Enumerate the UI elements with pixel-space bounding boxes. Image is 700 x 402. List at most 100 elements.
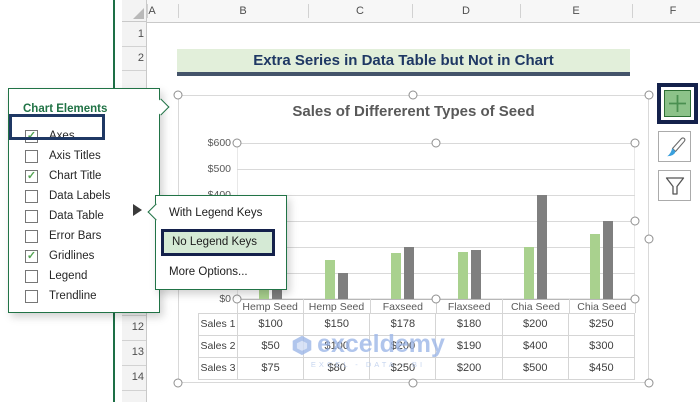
submenu-item-with-legend-keys[interactable]: With Legend Keys bbox=[169, 207, 263, 219]
submenu-item-more-options-[interactable]: More Options... bbox=[169, 266, 248, 278]
checkbox-data-table[interactable] bbox=[25, 210, 38, 223]
row-header-1[interactable]: 1 bbox=[137, 28, 144, 40]
checkbox-axis-titles[interactable] bbox=[25, 150, 38, 163]
column-header-A[interactable]: A bbox=[148, 5, 156, 17]
table-cell: $400 bbox=[502, 336, 569, 358]
chart-element-label: Error Bars bbox=[49, 229, 102, 242]
category-label: Flaxseed bbox=[447, 301, 491, 313]
column-separator bbox=[308, 4, 309, 18]
submenu-item-no-legend-keys[interactable]: No Legend Keys bbox=[161, 229, 275, 256]
table-cell: $75 bbox=[238, 358, 305, 380]
chart-element-label: Data Table bbox=[49, 209, 104, 222]
gridline bbox=[237, 247, 635, 248]
chart-styles-button[interactable] bbox=[658, 131, 691, 162]
bar-sales1-6 bbox=[590, 234, 601, 299]
row-header-12[interactable]: 12 bbox=[131, 321, 144, 333]
row-header-13[interactable]: 13 bbox=[131, 346, 144, 358]
table-cell: $180 bbox=[436, 314, 503, 336]
column-separator bbox=[520, 4, 521, 18]
column-header-C[interactable]: C bbox=[356, 5, 364, 17]
table-cell: $100 bbox=[304, 336, 371, 358]
worksheet-title-banner[interactable]: Extra Series in Data Table but Not in Ch… bbox=[177, 49, 630, 76]
selection-handle[interactable] bbox=[644, 234, 654, 244]
selection-handle[interactable] bbox=[173, 90, 183, 100]
checkbox-error-bars[interactable] bbox=[25, 230, 38, 243]
category-label: Chia Seed bbox=[577, 301, 627, 313]
chart-element-label: Axis Titles bbox=[49, 149, 101, 162]
column-header-D[interactable]: D bbox=[462, 5, 470, 17]
chart-title[interactable]: Sales of Differerent Types of Seed bbox=[292, 103, 535, 120]
selection-handle[interactable] bbox=[232, 294, 242, 304]
chart-element-item-trendline[interactable]: Trendline bbox=[9, 287, 159, 307]
table-cell: $190 bbox=[436, 336, 503, 358]
chart-element-label: Trendline bbox=[49, 289, 97, 302]
bar-sales1-4 bbox=[457, 252, 468, 299]
chart-filters-button[interactable] bbox=[658, 170, 691, 201]
table-cell: $150 bbox=[304, 314, 371, 336]
selection-handle[interactable] bbox=[630, 216, 640, 226]
row-separator bbox=[122, 340, 146, 341]
column-header-E[interactable]: E bbox=[572, 5, 580, 17]
chart-element-item-gridlines[interactable]: ✓ Gridlines bbox=[9, 247, 159, 267]
column-header-F[interactable]: F bbox=[669, 5, 677, 17]
select-all-triangle-icon bbox=[133, 8, 144, 19]
table-cell: $178 bbox=[370, 314, 437, 336]
checkbox-chart-title[interactable]: ✓ bbox=[25, 170, 38, 183]
checkbox-gridlines[interactable]: ✓ bbox=[25, 250, 38, 263]
selection-handle[interactable] bbox=[644, 378, 654, 388]
table-cell: $200 bbox=[370, 336, 437, 358]
chart-element-item-axis-titles[interactable]: Axis Titles bbox=[9, 147, 159, 167]
checkbox-trendline[interactable] bbox=[25, 290, 38, 303]
chart-element-item-data-labels[interactable]: Data Labels bbox=[9, 187, 159, 207]
chart-element-item-legend[interactable]: Legend bbox=[9, 267, 159, 287]
category-tick bbox=[635, 299, 636, 313]
chart-element-label: Chart Title bbox=[49, 169, 102, 182]
table-row-label: Sales 1 bbox=[199, 314, 238, 336]
select-all-corner[interactable] bbox=[122, 0, 147, 22]
category-label: Hemp Seed bbox=[308, 301, 365, 313]
selection-handle[interactable] bbox=[630, 294, 640, 304]
chart-element-item-chart-title[interactable]: ✓ Chart Title bbox=[9, 167, 159, 187]
chart-element-label: Data Labels bbox=[49, 189, 111, 202]
row-header-14[interactable]: 14 bbox=[131, 371, 144, 383]
selection-handle[interactable] bbox=[173, 378, 183, 388]
checkbox-data-labels[interactable] bbox=[25, 190, 38, 203]
bar-sales2-2 bbox=[338, 273, 348, 299]
category-label: Faxseed bbox=[382, 301, 423, 313]
y-axis-label: $500 bbox=[207, 163, 231, 175]
selection-handle[interactable] bbox=[644, 90, 654, 100]
y-axis-label: $600 bbox=[207, 137, 231, 149]
selection-handle[interactable] bbox=[630, 138, 640, 148]
y-axis-label: $0 bbox=[219, 293, 231, 305]
category-label: Hemp Seed bbox=[242, 301, 298, 313]
column-headers[interactable]: A B C D E F bbox=[122, 0, 700, 23]
table-cell: $450 bbox=[568, 358, 635, 380]
row-header-2[interactable]: 2 bbox=[137, 52, 144, 64]
selection-handle[interactable] bbox=[408, 378, 418, 388]
selection-handle[interactable] bbox=[431, 138, 441, 148]
chart-element-item-error-bars[interactable]: Error Bars bbox=[9, 227, 159, 247]
plus-icon bbox=[664, 90, 691, 117]
selection-handle[interactable] bbox=[408, 90, 418, 100]
column-separator bbox=[632, 4, 633, 18]
table-cell: $50 bbox=[238, 336, 305, 358]
submenu-arrow-icon[interactable] bbox=[133, 204, 142, 216]
checkbox-legend[interactable] bbox=[25, 270, 38, 283]
row-separator bbox=[122, 365, 146, 366]
row-separator bbox=[122, 390, 146, 391]
category-tick bbox=[502, 299, 504, 313]
bar-sales2-3 bbox=[404, 247, 415, 299]
bar-sales2-5 bbox=[537, 195, 547, 299]
chart-element-item-data-table[interactable]: Data Table bbox=[9, 207, 159, 227]
chart-elements-button[interactable] bbox=[657, 83, 698, 124]
table-cell: $200 bbox=[436, 358, 503, 380]
table-cell: $250 bbox=[568, 314, 635, 336]
column-header-B[interactable]: B bbox=[239, 5, 247, 17]
selection-handle[interactable] bbox=[431, 294, 441, 304]
category-tick bbox=[303, 299, 305, 313]
column-separator bbox=[412, 4, 413, 18]
selection-handle[interactable] bbox=[232, 138, 242, 148]
bar-sales1-5 bbox=[524, 247, 534, 299]
bar-sales2-4 bbox=[470, 249, 481, 299]
gridline bbox=[237, 195, 635, 196]
